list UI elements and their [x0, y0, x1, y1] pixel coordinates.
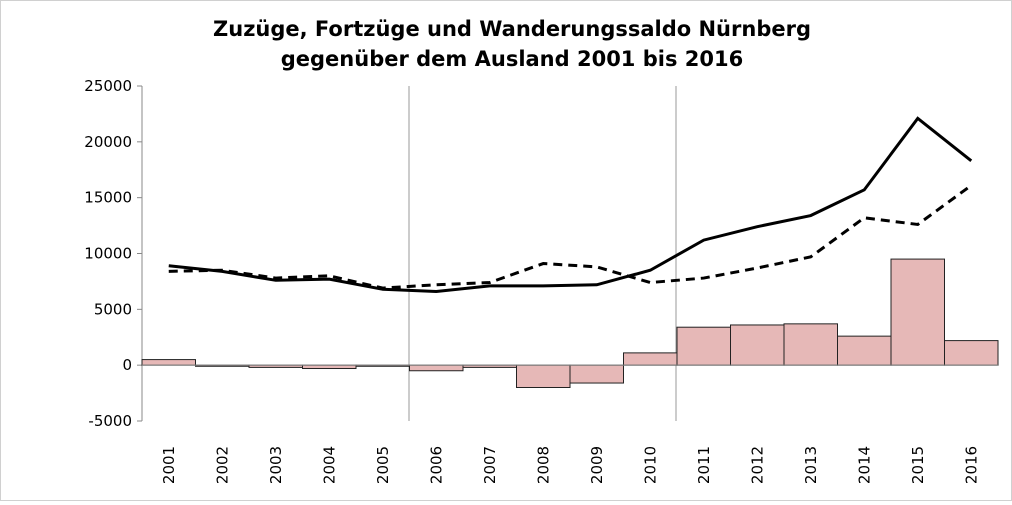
x-tick-label: 2015	[909, 446, 927, 484]
bar	[516, 364, 571, 388]
bar	[730, 324, 785, 366]
x-tick-label: 2010	[641, 446, 659, 484]
bar	[623, 352, 678, 366]
x-tick-label: 2006	[427, 446, 445, 484]
x-tick-label: 2002	[213, 446, 231, 484]
y-tick-label: 20000	[84, 133, 132, 151]
x-tick-label: 2008	[534, 446, 552, 484]
y-tick-label: 0	[122, 356, 132, 374]
x-tick-label: 2004	[320, 446, 338, 484]
line	[168, 184, 973, 290]
line	[168, 116, 973, 293]
x-tick-label: 2003	[267, 446, 285, 484]
bar	[409, 364, 464, 372]
bar	[890, 258, 945, 366]
x-tick-label: 2009	[588, 446, 606, 484]
bar	[141, 359, 196, 366]
x-tick-label: 2001	[160, 446, 178, 484]
x-tick-label: 2011	[695, 446, 713, 484]
bar	[944, 340, 999, 366]
y-tick-label: 10000	[84, 245, 132, 263]
bar	[837, 335, 892, 366]
bar	[569, 364, 624, 384]
y-tick-label: -5000	[88, 412, 132, 430]
x-tick-label: 2007	[481, 446, 499, 484]
y-tick-label: 15000	[84, 189, 132, 207]
x-tick-label: 2016	[962, 446, 980, 484]
chart-title: Zuzüge, Fortzüge und Wanderungssaldo Nür…	[213, 17, 811, 41]
chart-title: gegenüber dem Ausland 2001 bis 2016	[281, 47, 743, 71]
bar	[783, 323, 838, 366]
x-tick-label: 2014	[855, 446, 873, 484]
bar	[676, 326, 731, 366]
y-tick-label: 5000	[94, 300, 132, 318]
x-tick-label: 2005	[374, 446, 392, 484]
bar	[302, 364, 357, 370]
x-tick-label: 2013	[802, 446, 820, 484]
x-tick-label: 2012	[748, 446, 766, 484]
y-tick-label: 25000	[84, 77, 132, 95]
